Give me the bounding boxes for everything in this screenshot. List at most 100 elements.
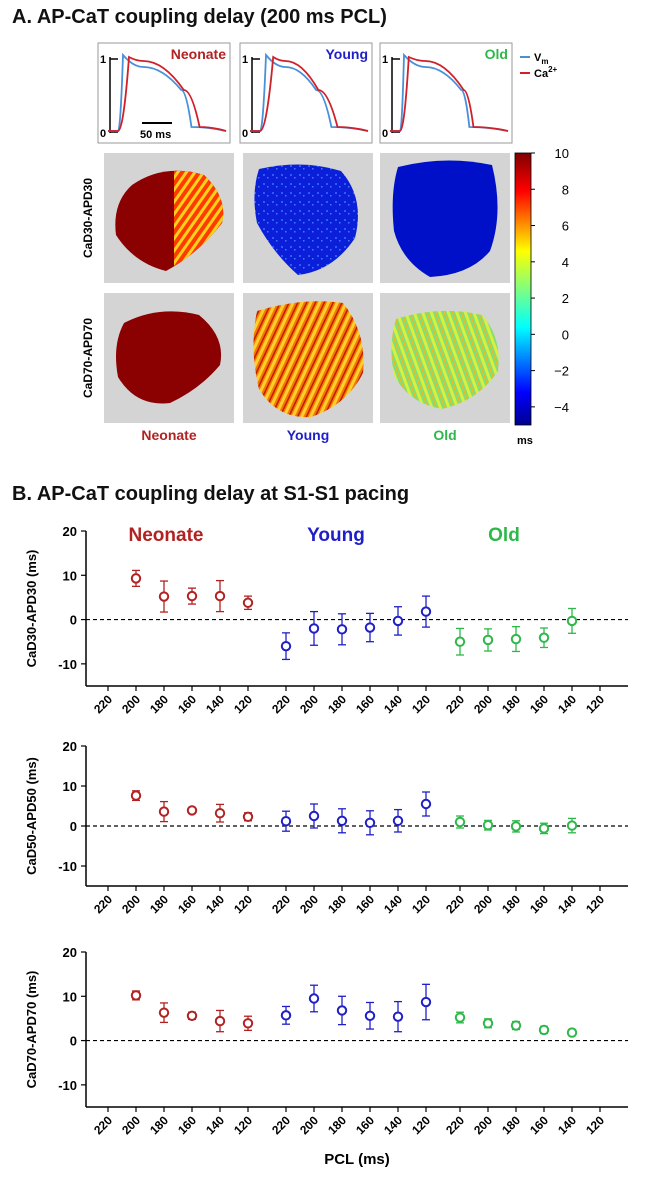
map-group-label: Young [287, 427, 330, 443]
map-row-label: CaD30-APD30 [81, 178, 95, 258]
data-point [566, 615, 578, 627]
panel-b-title: B. AP-CaT coupling delay at S1-S1 pacing [12, 483, 410, 505]
data-point [454, 816, 466, 828]
data-point [308, 810, 320, 822]
y-tick-label: 20 [63, 739, 77, 754]
data-point [214, 808, 226, 819]
data-point [482, 634, 494, 646]
x-tick-label: 140 [555, 892, 579, 916]
x-tick-label: 120 [409, 692, 433, 716]
activation-map [243, 293, 373, 423]
activation-map [104, 153, 234, 283]
data-point [510, 633, 522, 645]
y-axis-label: CaD70-APD70 (ms) [24, 971, 39, 1089]
data-point [214, 590, 226, 602]
colorbar-tick-label: 10 [555, 146, 569, 161]
x-tick-label: 220 [443, 1113, 467, 1137]
y-tick-label: 10 [63, 779, 77, 794]
x-tick-label: 120 [583, 892, 607, 916]
data-point [392, 815, 404, 826]
x-tick-label: 180 [325, 892, 349, 916]
y-axis-label: CaD50-APD50 (ms) [24, 757, 39, 875]
legend-ca-superscript: 2+ [548, 65, 557, 74]
scale-bar-label: 50 ms [140, 129, 171, 141]
x-tick-label: 160 [175, 692, 199, 716]
data-point [566, 1027, 578, 1038]
data-point [336, 815, 348, 826]
colorbar-tick-label: 0 [562, 327, 569, 342]
x-tick-label: 140 [203, 692, 227, 716]
map-row-label: CaD70-APD70 [81, 318, 95, 398]
x-tick-label: 200 [119, 1113, 143, 1137]
activation-map [104, 293, 234, 423]
data-point [130, 790, 142, 801]
x-tick-label: 200 [297, 692, 321, 716]
x-tick-label: 220 [91, 1113, 115, 1137]
x-tick-label: 200 [297, 892, 321, 916]
x-tick-label: 160 [527, 892, 551, 916]
y-axis-label: CaD30-APD30 (ms) [24, 550, 39, 668]
x-tick-label: 180 [325, 1113, 349, 1137]
y-tick-label: 0 [70, 613, 77, 628]
data-point [538, 1024, 550, 1036]
data-point [308, 623, 320, 634]
x-tick-label: 140 [381, 692, 405, 716]
activation-map [243, 153, 373, 283]
trace-axis-bottom-label: 0 [242, 128, 248, 140]
data-point [510, 821, 522, 832]
x-tick-label: 200 [297, 1113, 321, 1137]
x-tick-label: 180 [147, 1113, 171, 1137]
map-tissue [391, 310, 499, 409]
x-tick-label: 140 [555, 1113, 579, 1137]
data-point [336, 624, 348, 635]
data-point [242, 811, 254, 822]
y-tick-label: 10 [63, 989, 77, 1004]
x-tick-label: 220 [269, 1113, 293, 1137]
x-tick-label: 220 [269, 692, 293, 716]
legend-vm-subscript: m [541, 57, 548, 66]
y-tick-label: -10 [58, 859, 77, 874]
x-tick-label: 180 [499, 692, 523, 716]
data-point [538, 823, 550, 834]
map-tissue [254, 164, 358, 275]
x-tick-label: 200 [471, 1113, 495, 1137]
data-point [336, 1005, 348, 1016]
y-tick-label: 20 [63, 945, 77, 960]
data-point [242, 597, 254, 608]
colorbar-tick-label: 4 [562, 255, 569, 270]
x-tick-label: 180 [499, 892, 523, 916]
x-tick-label: 120 [231, 692, 255, 716]
map-tissue [253, 301, 364, 418]
x-axis-label: PCL (ms) [324, 1151, 390, 1168]
data-point [130, 573, 142, 584]
trace-axis-bottom-label: 0 [100, 128, 106, 140]
trace-axis-top-label: 1 [100, 54, 106, 66]
x-tick-label: 120 [583, 1113, 607, 1137]
y-tick-label: -10 [58, 1078, 77, 1093]
x-tick-label: 180 [325, 692, 349, 716]
ca-trace-line [250, 55, 369, 132]
data-point [420, 996, 432, 1008]
data-point [186, 1010, 198, 1021]
activation-map [380, 293, 510, 423]
group-label: Young [307, 525, 365, 546]
y-tick-label: 0 [70, 1034, 77, 1049]
legend-ca-label: Ca2+ [534, 65, 558, 80]
data-point [482, 820, 494, 831]
x-tick-label: 180 [499, 1113, 523, 1137]
map-group-label: Old [433, 427, 456, 443]
ca-trace-line [108, 55, 227, 132]
data-point [280, 816, 292, 827]
x-tick-label: 220 [443, 892, 467, 916]
data-point [538, 632, 550, 643]
data-point [158, 1007, 170, 1018]
data-point [392, 1011, 404, 1022]
x-tick-label: 140 [555, 692, 579, 716]
x-tick-label: 160 [353, 1113, 377, 1137]
group-label: Old [488, 525, 520, 546]
x-tick-label: 200 [471, 692, 495, 716]
legend-vm-label: Vm [534, 52, 548, 66]
data-point [392, 615, 404, 627]
